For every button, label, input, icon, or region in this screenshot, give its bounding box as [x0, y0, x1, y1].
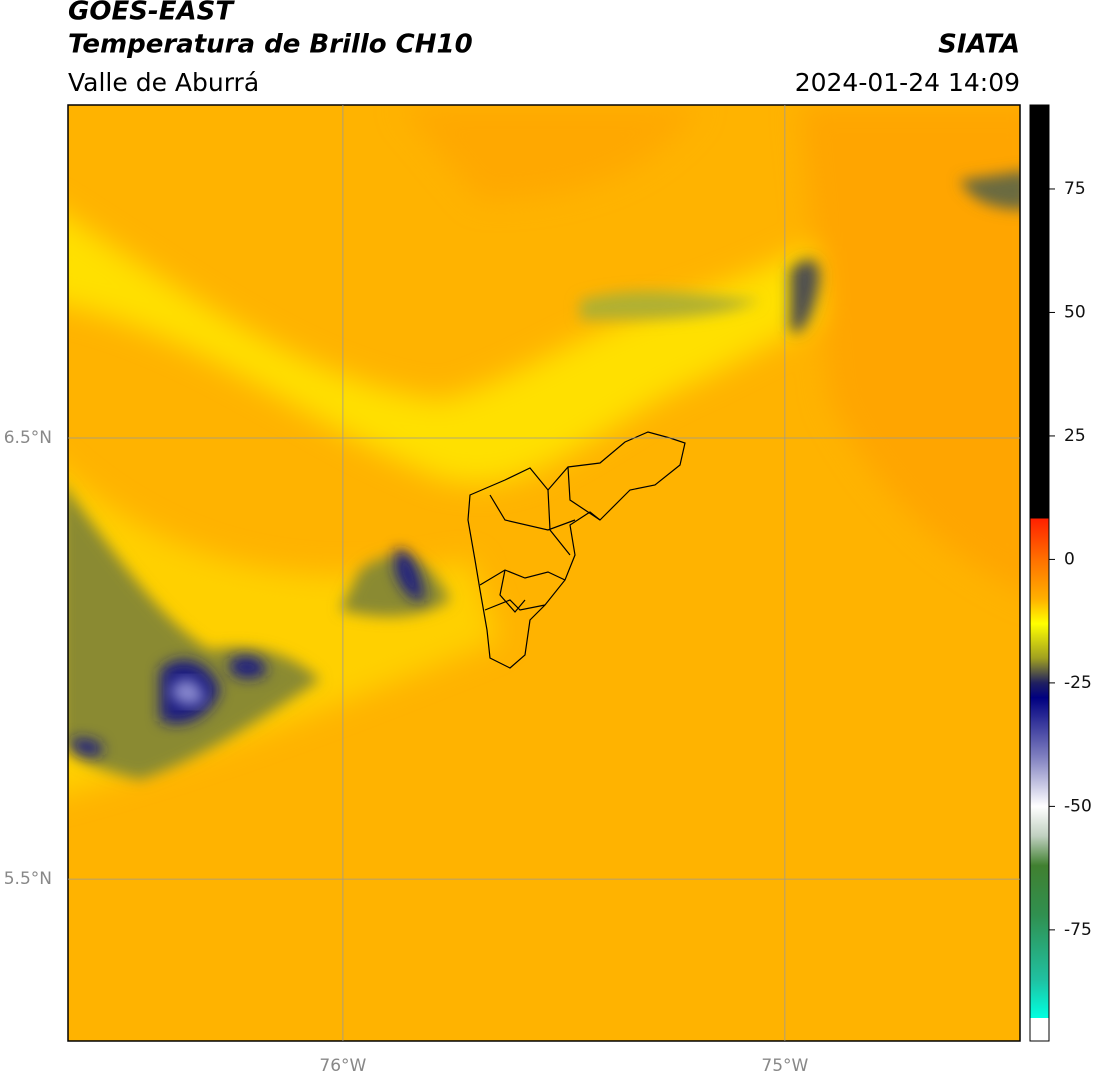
x-tick-label: 75°W	[761, 1056, 808, 1076]
brightness-field	[68, 105, 1020, 1041]
subtitle: Temperatura de Brillo CH10	[68, 30, 473, 60]
x-tick-label: 76°W	[319, 1056, 366, 1076]
colorbar-tick-label: 50	[1064, 302, 1086, 322]
source: SIATA	[938, 30, 1020, 60]
colorbar-tick-label: -75	[1064, 920, 1092, 940]
region: Valle de Aburrá	[68, 68, 259, 97]
colorbar	[1029, 104, 1050, 1042]
datetime: 2024-01-24 14:09	[795, 68, 1020, 97]
colorbar-tick-label: -25	[1064, 673, 1092, 693]
y-tick-label: 5.5°N	[4, 869, 52, 889]
title: GOES-EAST	[68, 0, 235, 27]
colorbar-tick-label: -50	[1064, 796, 1092, 816]
map-frame	[67, 104, 1021, 1042]
y-tick-label: 6.5°N	[4, 428, 52, 448]
colorbar-tick-label: 0	[1064, 549, 1075, 569]
municipality-outlines	[467, 431, 686, 669]
colorbar-tick-label: 75	[1064, 179, 1086, 199]
colorbar-tick-label: 25	[1064, 426, 1086, 446]
